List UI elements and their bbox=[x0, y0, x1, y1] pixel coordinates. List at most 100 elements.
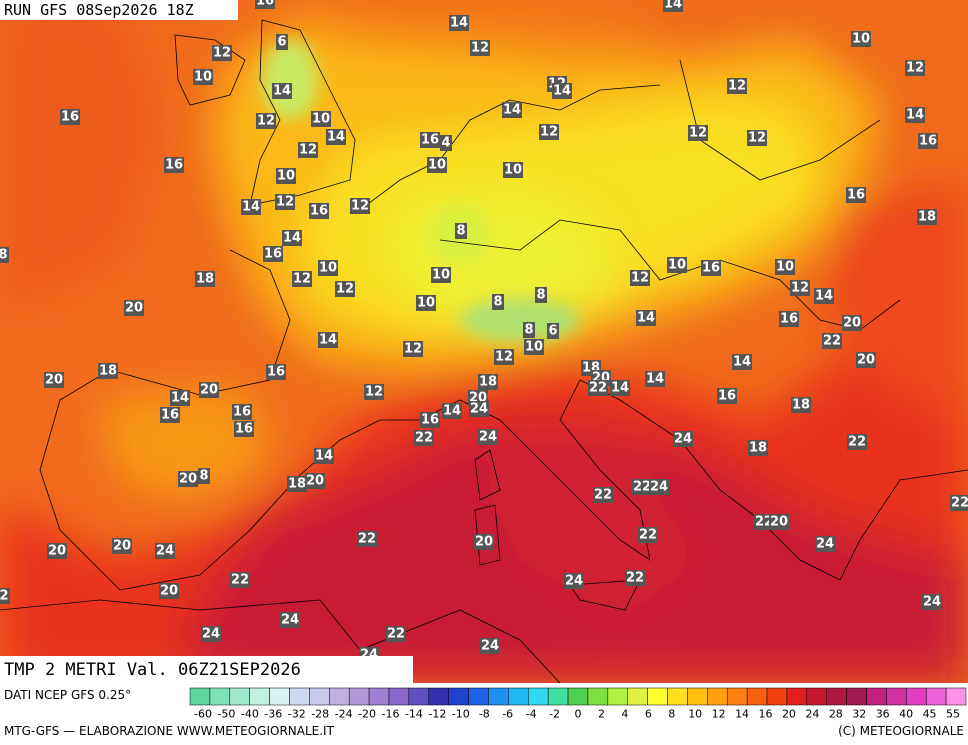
station-value: 22 bbox=[633, 480, 651, 495]
colorbar-label: 8 bbox=[668, 708, 675, 721]
station-value: 24 bbox=[202, 627, 220, 642]
colorbar-swatch bbox=[428, 687, 449, 706]
station-value: 16 bbox=[421, 413, 439, 428]
station-box bbox=[275, 194, 295, 210]
colorbar-swatch bbox=[945, 687, 967, 706]
station-value: 14 bbox=[327, 130, 345, 145]
station-value: 24 bbox=[816, 537, 834, 552]
station-value: 16 bbox=[421, 133, 439, 148]
colorbar-label: 28 bbox=[829, 708, 843, 721]
station-box bbox=[44, 372, 64, 388]
station-box bbox=[309, 203, 329, 219]
station-box bbox=[688, 125, 708, 141]
colorbar-swatch bbox=[528, 687, 549, 706]
station-value: 8 bbox=[493, 295, 502, 310]
station-value: 12 bbox=[471, 41, 489, 56]
station-value: 2 bbox=[0, 589, 9, 604]
colorbar-label: 0 bbox=[575, 708, 582, 721]
colorbar-swatch bbox=[209, 687, 231, 706]
station-box bbox=[318, 260, 338, 276]
colorbar-label: 10 bbox=[688, 708, 702, 721]
station-box bbox=[701, 260, 721, 276]
colorbar-label: 40 bbox=[899, 708, 913, 721]
station-box bbox=[905, 107, 925, 123]
station-value: 20 bbox=[843, 316, 861, 331]
station-value: 6 bbox=[277, 35, 286, 50]
station-box bbox=[727, 78, 747, 94]
colorbar-label: -36 bbox=[264, 708, 282, 721]
station-box bbox=[292, 271, 312, 287]
station-box bbox=[232, 404, 252, 420]
colorbar-swatch bbox=[647, 687, 668, 706]
colorbar-swatch bbox=[627, 687, 648, 706]
station-value: 22 bbox=[639, 528, 657, 543]
station-value: 22 bbox=[231, 573, 249, 588]
station-box bbox=[636, 310, 656, 326]
colorbar-label: 20 bbox=[782, 708, 796, 721]
colorbar-swatch bbox=[468, 687, 489, 706]
colorbar-swatch bbox=[925, 687, 947, 706]
station-value: 16 bbox=[780, 312, 798, 327]
station-box bbox=[298, 142, 318, 158]
station-box bbox=[717, 388, 737, 404]
colorbar-swatch bbox=[448, 687, 469, 706]
station-box bbox=[630, 270, 650, 286]
station-box bbox=[440, 135, 452, 151]
station-value: 20 bbox=[160, 584, 178, 599]
cold-spots bbox=[262, 40, 580, 342]
station-box bbox=[547, 323, 559, 339]
station-box bbox=[492, 294, 504, 310]
colorbar-label: -20 bbox=[358, 708, 376, 721]
station-value: 10 bbox=[194, 70, 212, 85]
station-box bbox=[847, 434, 867, 450]
colorbar-label: -8 bbox=[479, 708, 490, 721]
station-value: 10 bbox=[668, 258, 686, 273]
station-box bbox=[230, 572, 250, 588]
station-value: 14 bbox=[553, 84, 571, 99]
station-box bbox=[842, 315, 862, 331]
station-value: 22 bbox=[415, 431, 433, 446]
station-box bbox=[632, 479, 652, 495]
station-box bbox=[474, 534, 494, 550]
station-value: 10 bbox=[277, 169, 295, 184]
station-box bbox=[386, 626, 406, 642]
station-box bbox=[305, 473, 325, 489]
station-value: 24 bbox=[650, 480, 668, 495]
colorbar-label: 45 bbox=[923, 708, 937, 721]
station-box bbox=[950, 495, 968, 511]
colorbar-swatch bbox=[547, 687, 569, 706]
station-value: 22 bbox=[626, 571, 644, 586]
station-box bbox=[403, 341, 423, 357]
station-value: 20 bbox=[113, 539, 131, 554]
station-value: 12 bbox=[336, 282, 354, 297]
station-box bbox=[266, 364, 286, 380]
station-box bbox=[420, 132, 440, 148]
station-box bbox=[201, 626, 221, 642]
station-value: 14 bbox=[283, 231, 301, 246]
station-box bbox=[357, 531, 377, 547]
station-value: 6 bbox=[548, 324, 557, 339]
station-box bbox=[905, 60, 925, 76]
station-box bbox=[263, 246, 283, 262]
station-box bbox=[416, 295, 436, 311]
station-box bbox=[815, 536, 835, 552]
station-value: 12 bbox=[791, 281, 809, 296]
station-box bbox=[593, 487, 613, 503]
station-value: 10 bbox=[525, 340, 543, 355]
station-box bbox=[442, 403, 462, 419]
station-box bbox=[470, 40, 490, 56]
station-value: 14 bbox=[315, 449, 333, 464]
station-value: 10 bbox=[428, 158, 446, 173]
station-value: 18 bbox=[99, 364, 117, 379]
station-value: 10 bbox=[319, 261, 337, 276]
station-value: 8 bbox=[0, 248, 8, 263]
colorbar-swatch bbox=[567, 687, 589, 706]
station-box bbox=[638, 527, 658, 543]
colorbar-label: 36 bbox=[876, 708, 890, 721]
station-value: 16 bbox=[165, 158, 183, 173]
station-box bbox=[0, 588, 10, 604]
station-box bbox=[625, 570, 645, 586]
colorbar-label: -60 bbox=[194, 708, 212, 721]
station-box bbox=[480, 638, 500, 654]
station-value: 16 bbox=[235, 422, 253, 437]
